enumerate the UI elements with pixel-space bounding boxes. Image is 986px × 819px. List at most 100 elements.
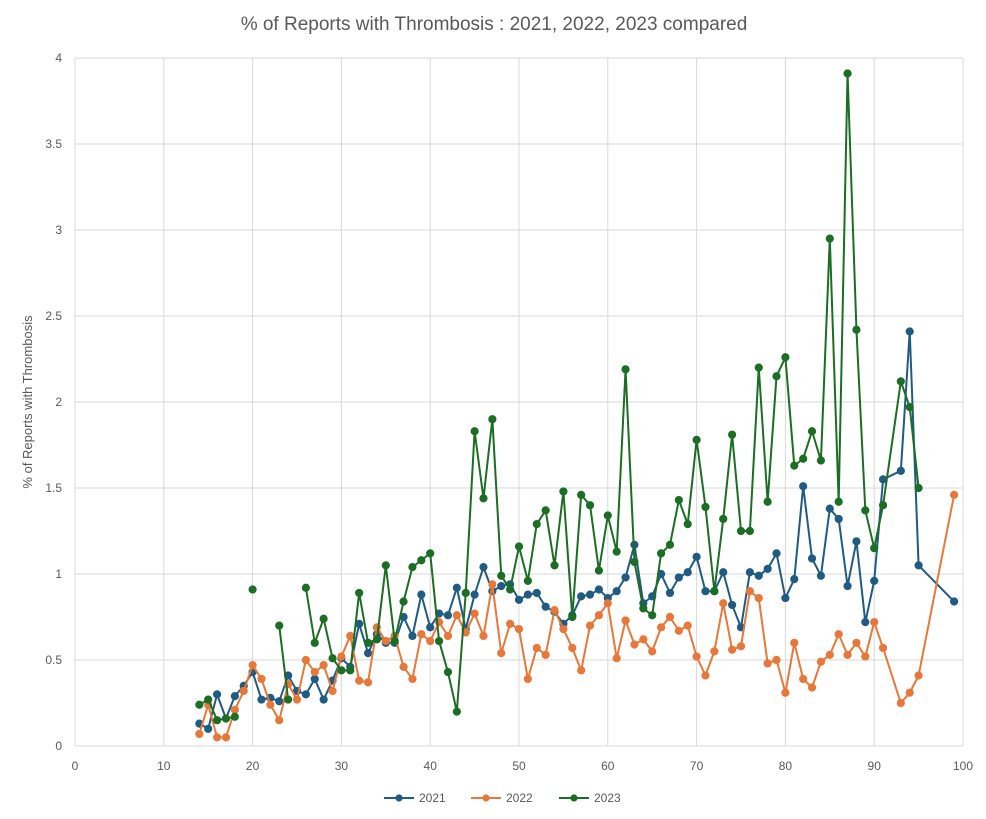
data-point-2023 (594, 566, 604, 575)
data-point-2022 (639, 635, 648, 644)
x-tick-label: 40 (424, 759, 438, 773)
data-point-2023 (488, 415, 497, 424)
data-point-2023 (585, 501, 595, 510)
legend-label: 2023 (594, 791, 621, 805)
data-point-2021 (870, 576, 879, 585)
data-point-2022 (692, 652, 701, 661)
legend-swatch-marker (395, 794, 403, 802)
data-point-2023 (452, 707, 461, 716)
data-point-2023 (905, 403, 914, 412)
legend-item-2023: 2023 (559, 791, 621, 805)
data-point-2022 (878, 643, 888, 653)
data-point-2023 (284, 695, 293, 704)
data-point-2023 (417, 556, 426, 565)
data-point-2023 (337, 666, 346, 675)
data-point-2022 (319, 661, 328, 670)
data-point-2023 (825, 234, 834, 243)
data-point-2023 (301, 583, 310, 592)
data-point-2022 (896, 698, 905, 708)
data-point-2022 (905, 688, 914, 697)
legend-item-2022: 2022 (471, 791, 533, 805)
data-point-2021 (470, 590, 479, 599)
data-point-2022 (301, 655, 310, 665)
data-point-2022 (719, 599, 728, 608)
data-point-2022 (399, 662, 408, 671)
data-point-2022 (612, 654, 621, 663)
data-point-2023 (701, 502, 710, 512)
data-point-2023 (763, 497, 772, 506)
gridlines (74, 57, 964, 747)
data-point-2023 (426, 549, 435, 558)
data-point-2021 (896, 466, 905, 475)
data-point-2021 (674, 573, 683, 582)
data-point-2022 (559, 624, 568, 634)
data-point-2022 (674, 626, 683, 635)
data-point-2022 (328, 686, 337, 696)
data-point-2022 (763, 659, 772, 668)
data-point-2022 (870, 618, 879, 627)
data-point-2021 (452, 583, 461, 592)
data-point-2022 (346, 631, 355, 641)
x-tick-label: 20 (246, 759, 260, 773)
data-point-2022 (266, 700, 275, 709)
data-point-2023 (532, 520, 541, 529)
data-point-2022 (212, 733, 222, 742)
data-point-2023 (399, 597, 408, 606)
data-point-2023 (603, 511, 612, 520)
data-point-2021 (763, 564, 772, 573)
data-point-2023 (656, 549, 666, 558)
data-point-2021 (799, 482, 808, 491)
legend-swatch-marker (570, 794, 578, 802)
data-point-2023 (479, 494, 488, 503)
series-2022 (195, 490, 959, 742)
data-point-2022 (408, 674, 417, 684)
data-point-2021 (257, 695, 266, 704)
data-point-2022 (594, 611, 604, 620)
data-point-2022 (292, 695, 302, 704)
series-line-2022 (198, 494, 956, 739)
data-point-2022 (745, 587, 754, 596)
data-point-2022 (754, 593, 763, 603)
series-2023 (195, 69, 923, 725)
data-point-2023 (248, 585, 257, 594)
data-point-2021 (363, 649, 373, 658)
data-point-2023 (896, 377, 905, 386)
data-point-2023 (816, 456, 826, 465)
data-point-2021 (417, 590, 426, 599)
data-point-2023 (630, 557, 639, 567)
y-tick-label: 2 (55, 395, 62, 409)
data-point-2021 (781, 593, 790, 603)
data-point-2022 (816, 657, 826, 666)
x-tick-label: 10 (157, 759, 171, 773)
data-point-2021 (212, 690, 222, 699)
data-point-2022 (843, 650, 852, 659)
data-point-2021 (861, 618, 870, 627)
x-tick-label: 90 (868, 759, 882, 773)
data-point-2023 (328, 654, 337, 663)
data-point-2021 (319, 695, 328, 704)
data-point-2023 (878, 501, 888, 510)
data-point-2022 (665, 612, 675, 622)
data-point-2023 (461, 588, 470, 598)
data-point-2022 (532, 643, 541, 653)
x-tick-label: 50 (512, 759, 526, 773)
data-point-2022 (603, 599, 612, 608)
data-point-2022 (257, 674, 266, 684)
chart-title: % of Reports with Thrombosis : 2021, 202… (241, 14, 748, 35)
data-point-2022 (834, 630, 843, 639)
data-point-2023 (523, 576, 532, 585)
data-point-2022 (630, 640, 639, 649)
data-point-2022 (585, 621, 595, 630)
data-point-2021 (479, 563, 488, 572)
data-point-2023 (781, 353, 790, 362)
data-point-2021 (426, 623, 435, 632)
data-point-2023 (834, 497, 843, 506)
data-point-2022 (479, 631, 488, 641)
data-point-2022 (417, 630, 426, 639)
series-line-2023 (278, 625, 290, 700)
data-point-2022 (914, 671, 923, 680)
data-point-2023 (319, 614, 328, 623)
x-tick-label: 30 (335, 759, 349, 773)
data-point-2021 (532, 588, 541, 598)
